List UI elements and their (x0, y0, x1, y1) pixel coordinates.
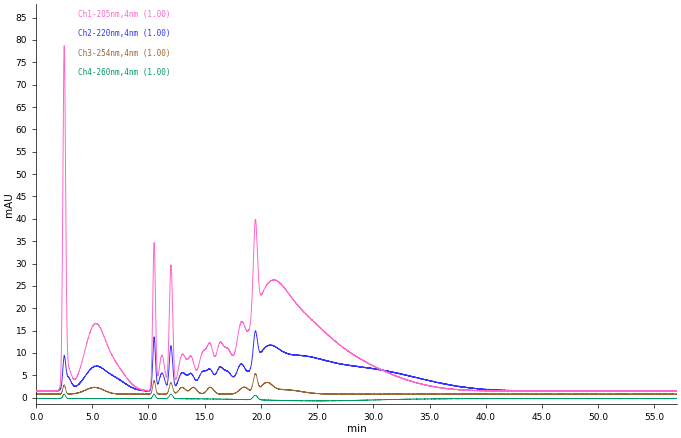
Text: Ch1-205nm,4nm (1.00): Ch1-205nm,4nm (1.00) (78, 10, 170, 19)
Text: Ch4-260nm,4nm (1.00): Ch4-260nm,4nm (1.00) (78, 68, 170, 77)
Text: Ch2-220nm,4nm (1.00): Ch2-220nm,4nm (1.00) (78, 29, 170, 39)
Y-axis label: mAU: mAU (4, 192, 14, 217)
X-axis label: min: min (347, 424, 366, 434)
Text: Ch3-254nm,4nm (1.00): Ch3-254nm,4nm (1.00) (78, 49, 170, 57)
